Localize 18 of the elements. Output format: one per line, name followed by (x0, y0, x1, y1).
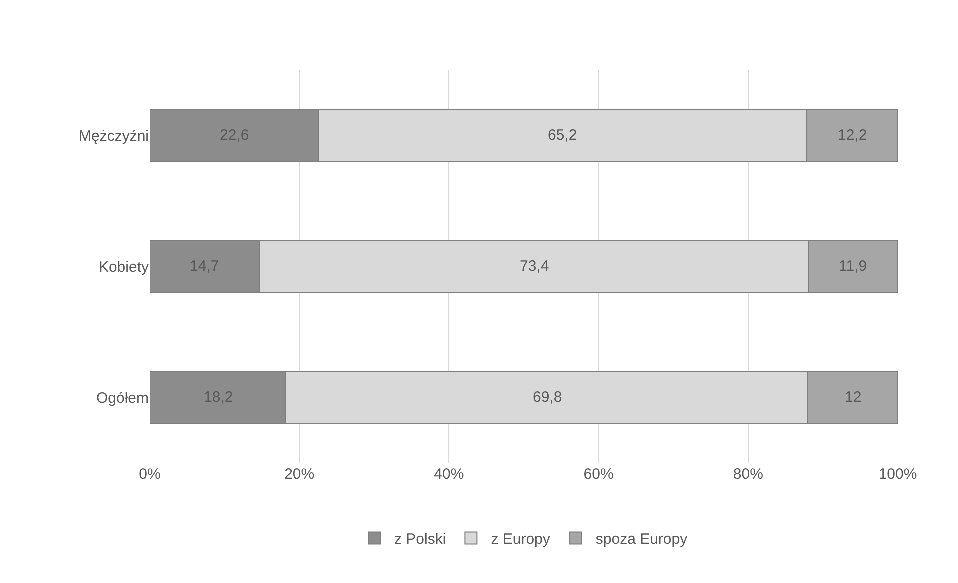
y-tick-label: Ogółem (96, 390, 149, 407)
data-label: 65,2 (548, 127, 578, 144)
data-label: 69,8 (533, 389, 562, 406)
data-label: 12,2 (838, 127, 868, 144)
x-tick-label: 80% (733, 466, 764, 483)
data-label: 11,9 (839, 258, 868, 275)
y-tick-label: Kobiety (98, 258, 150, 276)
legend-label: z Polski (394, 531, 446, 548)
data-label: 73,4 (520, 258, 550, 275)
x-tick-label: 20% (284, 466, 315, 483)
legend-label: z Europy (491, 531, 551, 548)
x-tick-label: 0% (139, 466, 161, 483)
legend-label: spoza Europy (596, 531, 688, 548)
x-tick-label: 60% (584, 466, 614, 483)
y-tick-label: Mężczyźni (78, 128, 149, 145)
x-tick-label: 40% (434, 466, 464, 483)
data-label: 12 (845, 389, 862, 406)
x-tick-label: 100% (878, 466, 918, 483)
